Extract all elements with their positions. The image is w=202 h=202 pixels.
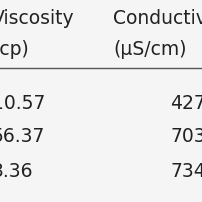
Text: (cp): (cp) <box>0 40 29 59</box>
Text: 734: 734 <box>170 162 202 181</box>
Text: 703: 703 <box>170 127 202 146</box>
Text: 3.36: 3.36 <box>0 162 33 181</box>
Text: Viscosity: Viscosity <box>0 9 75 28</box>
Text: Conductivity: Conductivity <box>113 9 202 28</box>
Text: 10.57: 10.57 <box>0 94 45 113</box>
Text: 56.37: 56.37 <box>0 127 45 146</box>
Text: (μS/cm): (μS/cm) <box>113 40 187 59</box>
Text: 427: 427 <box>170 94 202 113</box>
